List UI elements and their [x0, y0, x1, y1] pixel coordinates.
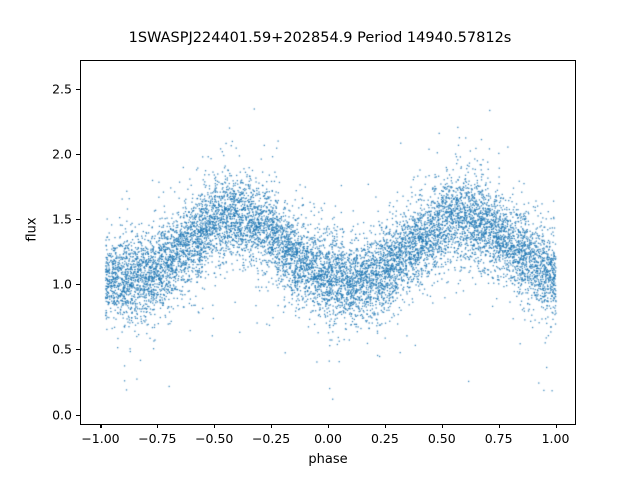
- y-tick-mark: [76, 153, 80, 155]
- x-tick-label: 0.00: [314, 431, 342, 446]
- x-tick-label: 0.50: [427, 431, 456, 446]
- x-tick-label: −0.50: [195, 431, 234, 446]
- x-tick-label: −1.00: [81, 431, 120, 446]
- y-tick-label: 0.0: [52, 407, 72, 423]
- y-tick-mark: [76, 284, 80, 286]
- x-tick-mark: [555, 424, 557, 428]
- x-tick-label: 1.00: [541, 431, 570, 446]
- plot-axes: [80, 60, 577, 426]
- chart-title: 1SWASPJ224401.59+202854.9 Period 14940.5…: [128, 30, 512, 46]
- y-tick-mark: [76, 88, 80, 90]
- x-tick-label: −0.25: [251, 431, 291, 446]
- y-tick-label: 0.5: [52, 341, 72, 357]
- x-tick-mark: [328, 424, 330, 428]
- x-tick-mark: [441, 424, 443, 428]
- scatter-points-layer: [81, 61, 577, 426]
- x-tick-mark: [214, 424, 216, 428]
- y-tick-label: 2.0: [52, 146, 72, 162]
- y-tick-label: 1.5: [52, 211, 72, 227]
- y-axis-tick-labels: 0.0 0.5 1.0 1.5 2.0 2.5: [0, 0, 72, 480]
- x-tick-mark: [157, 424, 159, 428]
- x-tick-label: −0.75: [138, 431, 177, 446]
- x-axis-label: phase: [308, 452, 348, 467]
- y-tick-mark: [76, 414, 80, 416]
- y-tick-mark: [76, 219, 80, 221]
- x-tick-mark: [271, 424, 273, 428]
- y-tick-label: 1.0: [52, 276, 72, 292]
- x-tick-mark: [384, 424, 386, 428]
- y-tick-mark: [76, 349, 80, 351]
- x-tick-label: 0.25: [370, 431, 399, 446]
- x-tick-mark: [498, 424, 500, 428]
- y-tick-label: 2.5: [52, 81, 72, 97]
- y-axis-label: flux: [24, 217, 40, 242]
- x-tick-mark: [100, 424, 102, 428]
- x-tick-label: 0.75: [484, 431, 513, 446]
